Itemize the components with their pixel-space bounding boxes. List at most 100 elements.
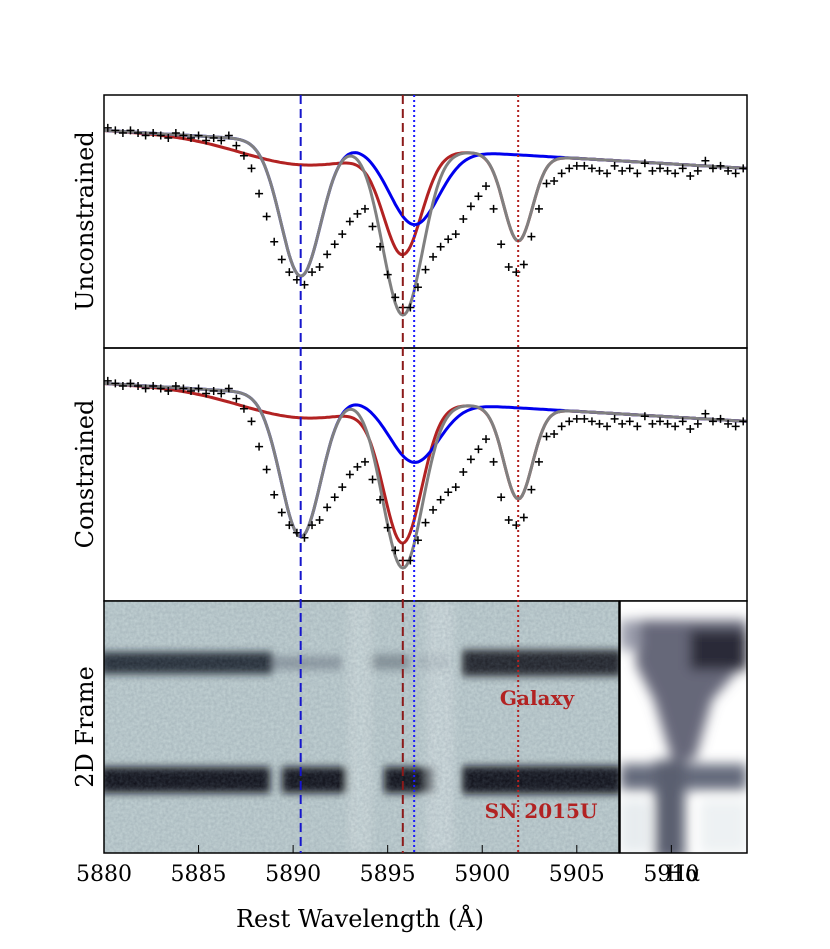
data-point [247, 417, 256, 426]
data-point [164, 387, 173, 396]
x-tick-label: 5910 [643, 862, 699, 887]
panel-unconstrained: Unconstrained [71, 94, 748, 349]
panel-2d-frame-border [103, 600, 620, 854]
data-point [550, 430, 559, 439]
data-point [534, 457, 543, 466]
data-point [262, 212, 271, 221]
data-point [308, 268, 317, 277]
data-point [459, 467, 468, 476]
data-point [708, 417, 717, 426]
data-point [345, 217, 354, 226]
data-point [640, 159, 649, 168]
data-point [156, 384, 165, 393]
data-point [376, 242, 385, 251]
data-point [300, 533, 309, 542]
data-point [633, 422, 642, 431]
data-point [239, 151, 248, 160]
data-point [656, 164, 665, 173]
data-point [724, 166, 733, 175]
data-point [731, 422, 740, 431]
data-point [618, 166, 627, 175]
data-point [618, 419, 627, 428]
fit-curve-total-fit-unconstrained [103, 128, 748, 317]
data-point [625, 417, 634, 426]
data-point [633, 169, 642, 178]
data-point [338, 483, 347, 492]
x-axis: 5880 5885 5890 5895 5900 5905 5910 [76, 845, 699, 887]
data-point [376, 495, 385, 504]
data-point [383, 270, 392, 279]
x-tick-label: 5905 [549, 862, 605, 887]
data-point [504, 263, 513, 272]
x-tick-label: 5885 [171, 862, 227, 887]
data-point [171, 381, 180, 390]
data-point [141, 131, 150, 140]
data-point [739, 164, 748, 173]
data-point [368, 475, 377, 484]
data-point [103, 123, 112, 132]
data-point [436, 242, 445, 251]
data-point [224, 131, 233, 140]
data-point [610, 414, 619, 423]
data-point [413, 283, 422, 292]
data-point [262, 465, 271, 474]
data-point [330, 240, 339, 249]
data-point [421, 265, 430, 274]
data-point [149, 381, 158, 390]
data-point [111, 126, 120, 135]
data-point [436, 495, 445, 504]
halpha-tick-label: Hα [666, 862, 700, 887]
data-point [277, 508, 286, 517]
data-point [610, 161, 619, 170]
panel-unconstrained-data-points [103, 123, 748, 312]
data-point [149, 128, 158, 137]
data-point [489, 457, 498, 466]
data-point [671, 169, 680, 178]
data-point [557, 422, 566, 431]
data-point [141, 384, 150, 393]
data-point [512, 268, 521, 277]
data-point [451, 230, 460, 239]
fit-curve-total-fit-constrained [103, 381, 748, 570]
data-point [497, 493, 506, 502]
data-point [701, 156, 710, 165]
data-point [678, 164, 687, 173]
data-point [164, 134, 173, 143]
data-point [134, 128, 143, 137]
x-tick-label: 5890 [265, 862, 321, 887]
data-point [708, 164, 717, 173]
data-point [603, 169, 612, 178]
data-point [542, 179, 551, 188]
data-point [118, 128, 127, 137]
panel-constrained-fits [103, 381, 748, 570]
sn-annotation: SN 2015U [485, 799, 598, 823]
data-point [474, 192, 483, 201]
data-point [534, 204, 543, 213]
data-point [277, 255, 286, 264]
data-point [693, 419, 702, 428]
data-point [497, 240, 506, 249]
data-point [429, 505, 438, 514]
data-point [315, 516, 324, 525]
data-point [648, 166, 657, 175]
data-point [179, 384, 188, 393]
reference-lines [299, 95, 520, 853]
data-point [391, 546, 400, 555]
data-point [186, 134, 195, 143]
data-point [224, 384, 233, 393]
data-point [686, 171, 695, 180]
data-point [444, 235, 453, 244]
data-point [572, 414, 581, 423]
data-point [338, 230, 347, 239]
data-point [527, 485, 536, 494]
data-point [285, 521, 294, 530]
data-point [292, 528, 301, 537]
data-point [625, 164, 634, 173]
data-point [217, 136, 226, 145]
data-point [209, 387, 218, 396]
data-point [255, 442, 264, 451]
data-point [323, 503, 332, 512]
ylabel-2d-frame: 2D Frame [71, 666, 99, 788]
data-point [580, 161, 589, 170]
